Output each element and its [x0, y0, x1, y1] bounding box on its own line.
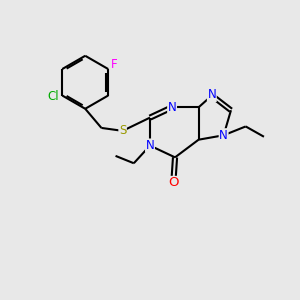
Text: F: F: [111, 58, 117, 71]
Text: O: O: [168, 176, 179, 190]
Text: S: S: [119, 124, 126, 137]
Text: N: N: [146, 139, 154, 152]
Text: N: N: [208, 88, 216, 101]
Text: Cl: Cl: [47, 91, 59, 103]
Text: N: N: [219, 129, 228, 142]
Text: N: N: [168, 101, 176, 114]
